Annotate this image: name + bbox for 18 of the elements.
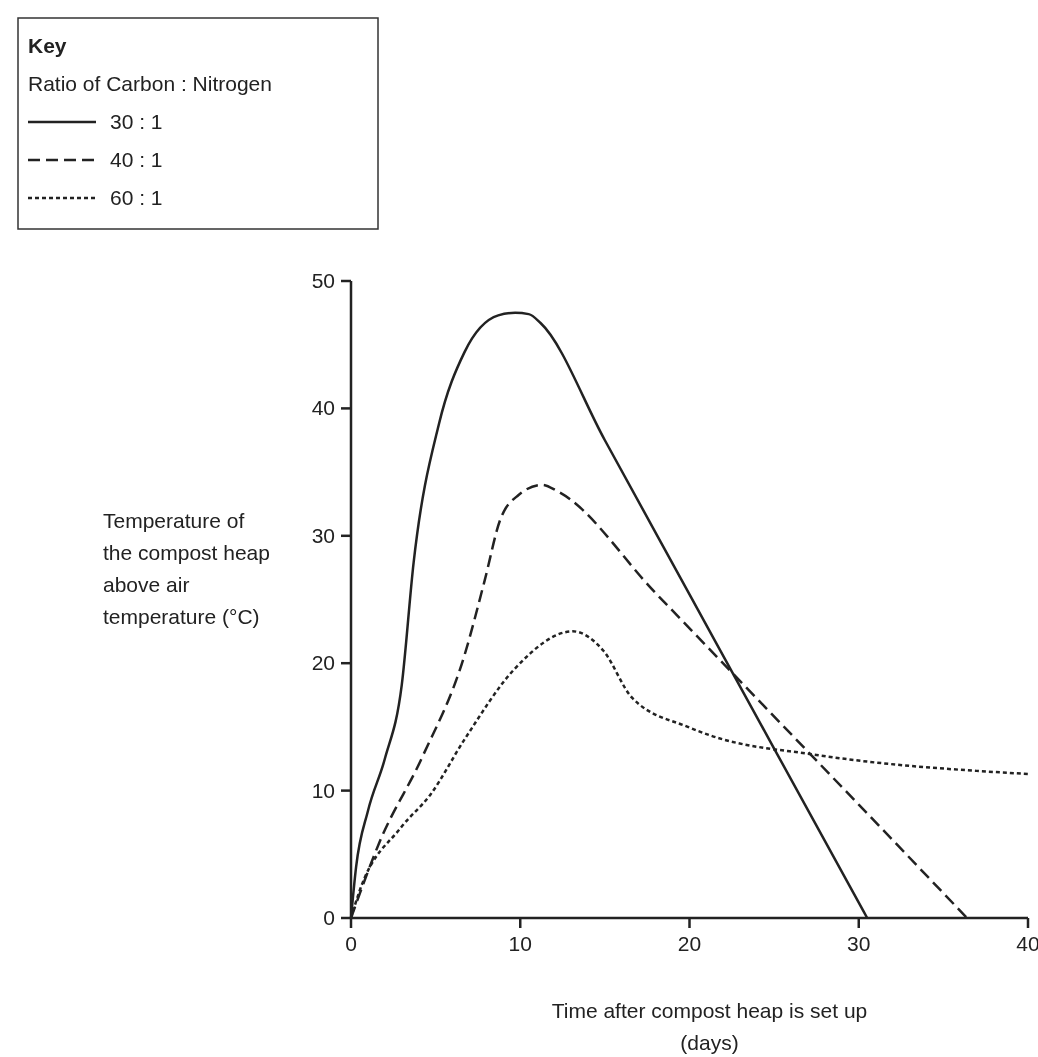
x-tick-label: 0 bbox=[345, 932, 357, 955]
y-tick-label: 50 bbox=[311, 269, 335, 292]
x-tick-label: 40 bbox=[1016, 932, 1038, 955]
y-axis-title: Temperature of the compost heap above air temperature (°C) bbox=[103, 509, 270, 628]
legend-label: 30 : 1 bbox=[110, 110, 163, 133]
legend-label: 60 : 1 bbox=[110, 186, 163, 209]
y-tick-label: 10 bbox=[311, 778, 335, 802]
x-tick-label: 20 bbox=[677, 932, 702, 955]
x-tick-label: 10 bbox=[508, 932, 532, 955]
y-tick-label: 40 bbox=[311, 396, 335, 420]
y-tick-label: 30 bbox=[311, 523, 335, 547]
legend-label: 40 : 1 bbox=[110, 148, 163, 171]
x-axis-title: Time after compost heap is set up (days) bbox=[551, 999, 868, 1054]
text: Ratio of Carbon : Nitrogen bbox=[28, 72, 272, 95]
legend-title: Key bbox=[28, 34, 67, 57]
y-tick-label: 0 bbox=[323, 906, 335, 929]
x-tick-label: 30 bbox=[847, 932, 871, 955]
y-tick-label: 20 bbox=[311, 651, 335, 675]
